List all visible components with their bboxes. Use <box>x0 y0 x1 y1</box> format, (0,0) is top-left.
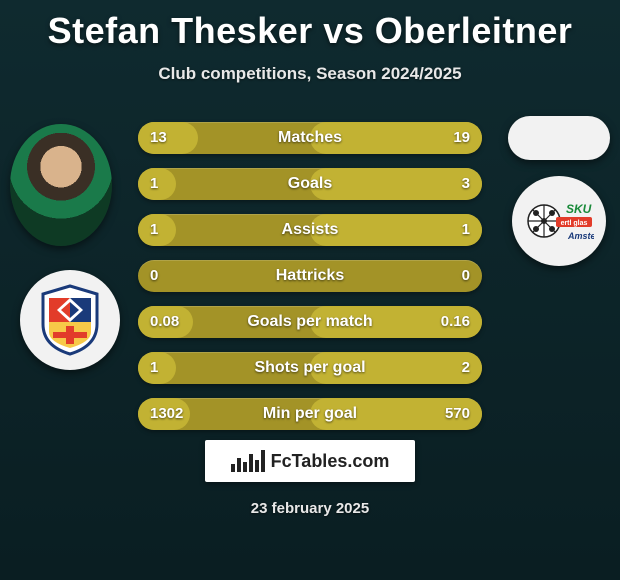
stat-value-right: 570 <box>433 398 482 430</box>
player-left-avatar <box>10 124 112 246</box>
svg-text:Amstetten: Amstetten <box>567 231 594 241</box>
stat-label: Goals per match <box>247 313 372 331</box>
stat-label: Goals <box>288 175 332 193</box>
stat-label: Shots per goal <box>254 359 365 377</box>
stat-value-right: 3 <box>450 168 482 200</box>
stat-value-left: 1 <box>138 214 170 246</box>
player-right-avatar <box>508 116 610 160</box>
stat-value-left: 1 <box>138 352 170 384</box>
stat-value-left: 0 <box>138 260 170 292</box>
stat-value-left: 0.08 <box>138 306 191 338</box>
stat-value-right: 0 <box>450 260 482 292</box>
svg-text:SKU: SKU <box>566 202 592 216</box>
stat-row: 0.08 0.16 Goals per match <box>138 306 482 338</box>
stat-value-right: 0.16 <box>429 306 482 338</box>
stat-value-right: 2 <box>450 352 482 384</box>
shield-icon <box>39 284 101 356</box>
stat-value-left: 13 <box>138 122 179 154</box>
stat-label: Matches <box>278 129 342 147</box>
stat-row: 1 2 Shots per goal <box>138 352 482 384</box>
page-title: Stefan Thesker vs Oberleitner <box>0 0 620 52</box>
stat-row: 1302 570 Min per goal <box>138 398 482 430</box>
stat-row: 13 19 Matches <box>138 122 482 154</box>
chart-icon <box>231 450 265 472</box>
stat-row: 1 3 Goals <box>138 168 482 200</box>
stat-value-right: 19 <box>441 122 482 154</box>
stat-value-right: 1 <box>450 214 482 246</box>
stat-label: Min per goal <box>263 405 357 423</box>
footer-brand[interactable]: FcTables.com <box>205 440 415 482</box>
stat-value-left: 1302 <box>138 398 195 430</box>
subtitle: Club competitions, Season 2024/2025 <box>0 64 620 84</box>
stat-row: 1 1 Assists <box>138 214 482 246</box>
svg-text:ertl glas: ertl glas <box>561 220 588 227</box>
club-right-logo: SKU ertl glas Amstetten <box>512 176 606 266</box>
footer-brand-label: FcTables.com <box>271 451 390 472</box>
club-icon: SKU ertl glas Amstetten <box>524 191 594 251</box>
stat-value-left: 1 <box>138 168 170 200</box>
stat-row: 0 0 Hattricks <box>138 260 482 292</box>
club-left-logo <box>20 270 120 370</box>
stats-container: 1319Matches13Goals11Assists00Hattricks0.… <box>138 122 482 444</box>
stat-label: Hattricks <box>276 267 344 285</box>
date-label: 23 february 2025 <box>0 500 620 517</box>
stat-label: Assists <box>282 221 339 239</box>
